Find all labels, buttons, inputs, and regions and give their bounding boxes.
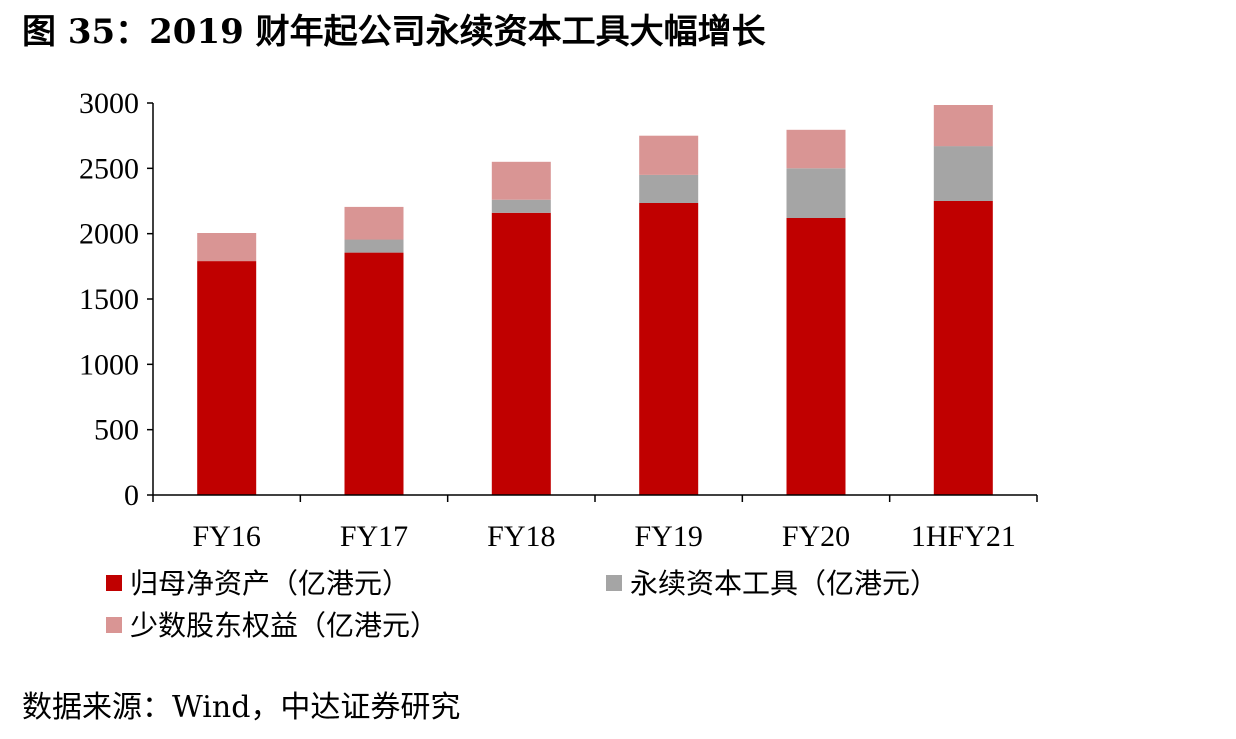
y-tick-label: 0 [124,479,139,512]
x-tick-label: FY20 [782,520,850,553]
bar-fy18-series-0 [491,212,551,496]
legend-label-series-2: 少数股东权益（亿港元） [130,609,438,642]
legend-label-series-1: 永续资本工具（亿港元） [630,567,938,600]
x-tick-label: FY17 [340,520,408,553]
y-tick-label: 500 [94,414,139,447]
axes-layer: 0 500 1000 1500 2000 2500 3000 FY16 FY17 FY18 FY19… [79,87,1038,553]
y-tick-label: 1500 [79,283,139,316]
bar-fy17-series-2 [344,206,404,240]
x-tick-label: FY16 [192,520,260,553]
legend-swatch-series-0 [106,575,122,591]
y-tick-label: 1000 [79,348,139,381]
legend-swatch-series-1 [606,575,622,591]
x-tick-label: FY18 [487,520,555,553]
y-tick-label: 3000 [79,87,139,120]
chart-title: 图 35：2019 财年起公司永续资本工具大幅增长 [22,12,766,52]
bar-fy19-series-1 [639,174,699,203]
bar-1hfy21-series-2 [933,105,993,147]
legend: 归母净资产（亿港元） 永续资本工具（亿港元） 少数股东权益（亿港元） [106,567,938,642]
bar-fy17-series-1 [344,239,404,253]
bar-fy18-series-2 [491,161,551,200]
source-note: 数据来源：Wind，中达证券研究 [22,690,461,725]
bar-fy17-series-0 [344,252,404,495]
bar-fy19-series-2 [639,135,699,175]
y-tick-label: 2000 [79,218,139,251]
x-tick-label: 1HFY21 [911,520,1016,553]
bar-fy20-series-1 [786,168,846,218]
bars-layer [197,105,993,496]
legend-swatch-series-2 [106,617,122,633]
bar-fy20-series-0 [786,218,846,495]
bar-fy16-series-0 [197,261,257,495]
stacked-bar-chart: 0 500 1000 1500 2000 2500 3000 FY16 FY17 FY18 FY19… [79,87,1038,642]
legend-label-series-0: 归母净资产（亿港元） [130,567,410,600]
bar-fy19-series-0 [639,203,699,495]
bar-1hfy21-series-0 [933,201,993,495]
bar-fy18-series-1 [491,199,551,213]
bar-fy20-series-2 [786,129,846,169]
bar-1hfy21-series-1 [933,146,993,201]
bar-fy16-series-2 [197,233,257,262]
y-tick-label: 2500 [79,152,139,185]
x-tick-label: FY19 [634,520,702,553]
